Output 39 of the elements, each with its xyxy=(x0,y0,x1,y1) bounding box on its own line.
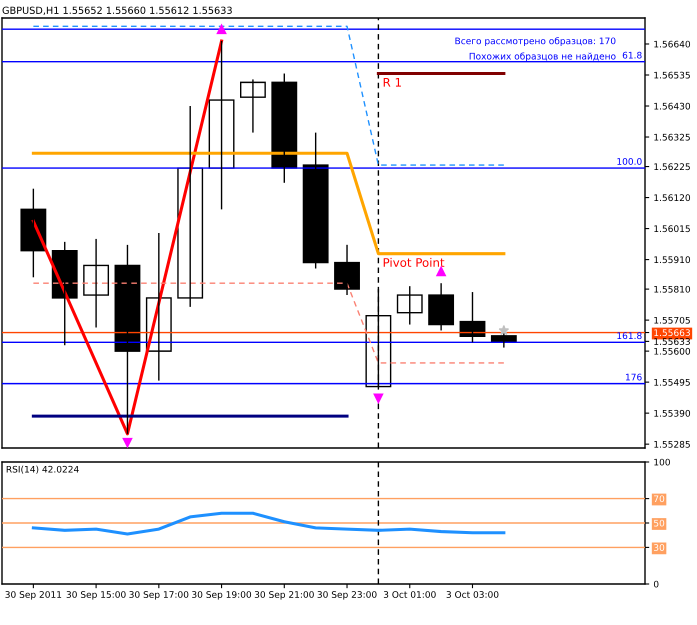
annotation: Похожих образцов не найдено xyxy=(470,52,616,62)
y-tick-label: 1.56120 xyxy=(654,194,690,202)
y-tick-label: 100 xyxy=(654,458,670,466)
x-tick-label: 30 Sep 2011 xyxy=(5,591,62,600)
y-tick-label: 70 xyxy=(654,495,664,502)
y-tick-label: 1.56015 xyxy=(654,225,690,232)
chart-title: GBPUSD,H1 1.55652 1.55660 1.55612 1.55633 xyxy=(2,6,232,15)
y-tick-label: 1.55633 xyxy=(654,338,690,345)
annotation: 161.8 xyxy=(617,332,642,340)
y-tick-label: 1.55910 xyxy=(654,256,690,264)
x-tick-label: 30 Sep 21:00 xyxy=(254,591,314,600)
x-tick-label: 30 Sep 23:00 xyxy=(318,591,377,600)
y-tick-label: 30 xyxy=(654,544,664,551)
x-tick-label: 3 Oct 03:00 xyxy=(446,591,498,598)
x-tick-label: 30 Sep 15:00 xyxy=(66,591,126,600)
y-tick-label: 1.56225 xyxy=(654,163,690,170)
y-tick-label: 1.55390 xyxy=(654,410,690,417)
annotation: 176 xyxy=(626,374,642,380)
series-label: R 1 xyxy=(384,78,401,87)
y-tick-label: 1.56430 xyxy=(654,102,690,110)
y-tick-label: 1.56640 xyxy=(654,40,690,48)
x-tick-label: 3 Oct 01:00 xyxy=(384,591,436,598)
annotation: Всего рассмотрено образцов: 170 xyxy=(455,37,616,46)
chart-title: RSI(14) 42.0224 xyxy=(6,466,79,474)
y-tick-label: 1.55705 xyxy=(654,316,690,324)
y-tick-label: 1.56325 xyxy=(654,134,690,141)
series-label: Pivot Point xyxy=(384,258,444,267)
y-tick-label: 1.55285 xyxy=(654,440,690,448)
annotation: 100.0 xyxy=(617,158,642,165)
x-tick-label: 30 Sep 19:00 xyxy=(192,591,252,600)
y-tick-label: 1.55495 xyxy=(654,378,690,386)
y-tick-label: 1.55663 xyxy=(654,329,690,336)
y-tick-label: 1.56535 xyxy=(654,72,690,79)
annotation: 61.8 xyxy=(622,52,642,59)
y-tick-label: 0 xyxy=(654,580,658,588)
x-tick-label: 30 Sep 17:00 xyxy=(129,591,188,600)
y-tick-label: 1.55810 xyxy=(654,286,690,293)
y-tick-label: 1.55600 xyxy=(654,348,690,355)
y-tick-label: 50 xyxy=(654,520,664,527)
